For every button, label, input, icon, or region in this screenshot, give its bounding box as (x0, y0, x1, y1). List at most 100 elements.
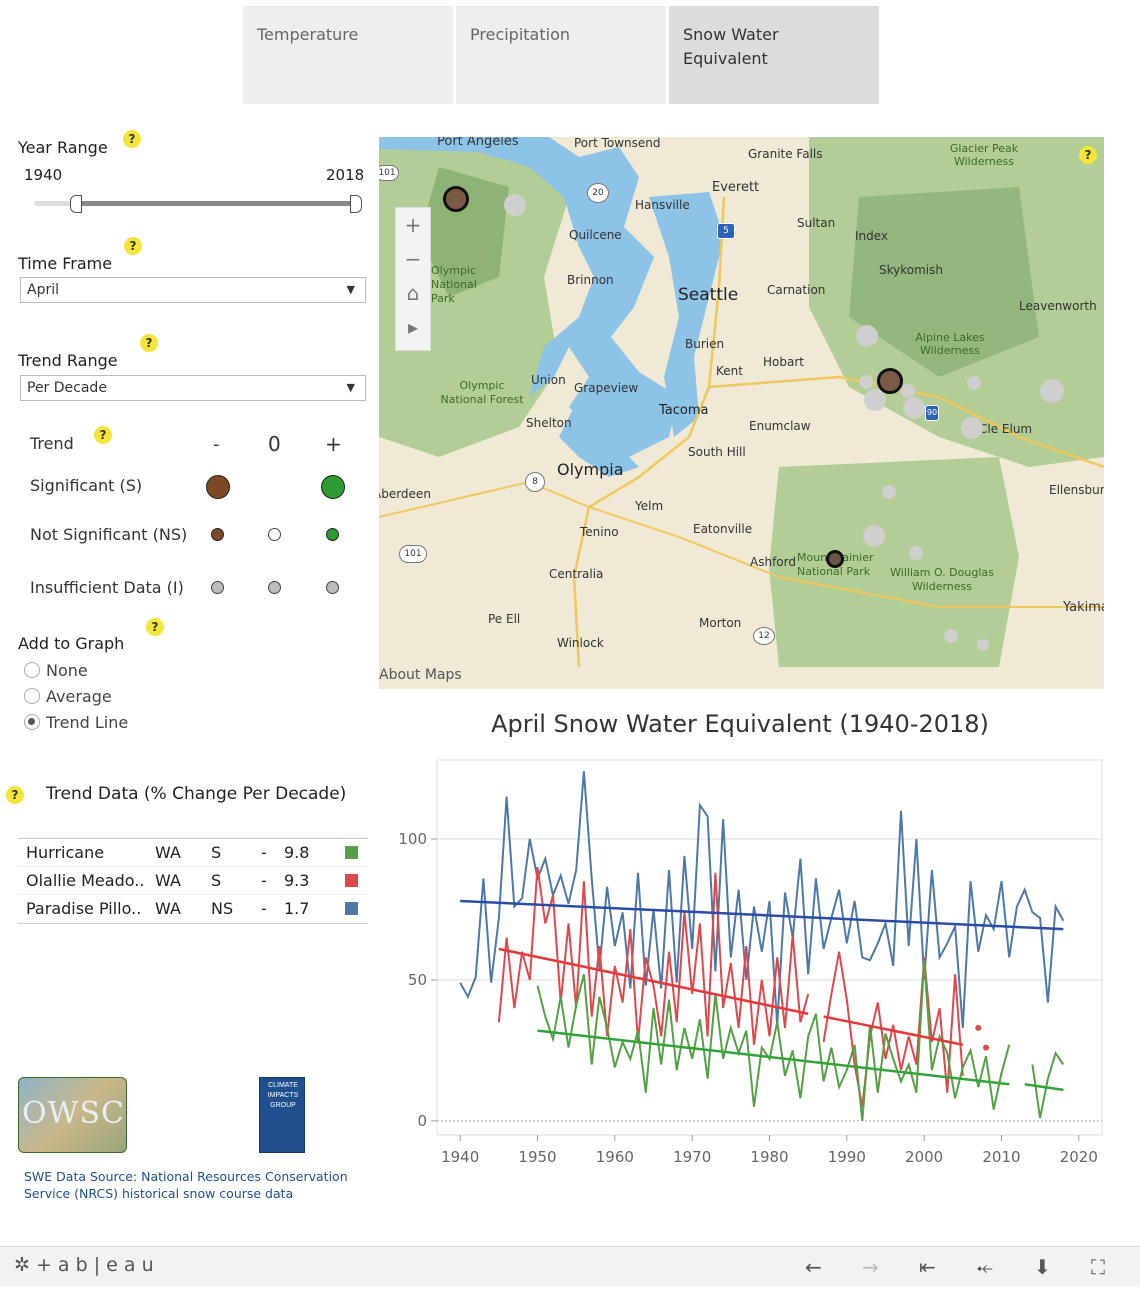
map-label: Port Townsend (574, 137, 661, 150)
x-tick-label: 1980 (750, 1148, 788, 1166)
radio-button[interactable] (24, 714, 40, 730)
station-marker-insufficient[interactable] (859, 375, 873, 389)
redo-button[interactable]: → (862, 1255, 879, 1279)
highway-shield: 5 (717, 223, 735, 239)
x-tick-label: 1940 (441, 1148, 479, 1166)
radio-button[interactable] (24, 662, 40, 678)
home-icon[interactable]: ⌂ (406, 281, 420, 305)
swe-chart[interactable]: 0 50 100 1940 1950 1960 1970 1980 1990 2000 2010 20… (390, 755, 1110, 1175)
revert-button[interactable]: ⇤ (919, 1255, 936, 1279)
radio-button[interactable] (24, 688, 40, 704)
trend-header-negative: - (213, 434, 220, 455)
legend-dot-significant-negative (206, 475, 230, 499)
tab-temperature[interactable]: Temperature (243, 6, 453, 104)
download-icon[interactable]: ⬇ (1034, 1255, 1051, 1279)
x-tick-label: 1970 (673, 1148, 711, 1166)
station-marker-insufficient[interactable] (977, 639, 989, 651)
cig-logo[interactable]: CLIMATE IMPACTS GROUP (259, 1077, 305, 1153)
station-marker-insufficient[interactable] (863, 525, 885, 547)
station-marker-insufficient[interactable] (1040, 379, 1064, 403)
station-marker-significant[interactable] (877, 368, 903, 394)
play-icon[interactable]: ▸ (407, 315, 419, 339)
map-label: Centralia (549, 567, 604, 581)
tableau-logo-text: + a b | e a u (35, 1254, 154, 1276)
zoom-out-button[interactable]: − (404, 247, 422, 271)
station-marker-insufficient[interactable] (882, 485, 896, 499)
y-tick-label: 100 (398, 830, 427, 848)
station-marker-insufficient[interactable] (504, 194, 526, 216)
chart-title: April Snow Water Equivalent (1940-2018) (491, 710, 989, 738)
map[interactable]: Port Angeles Port Townsend Granite Falls… (379, 137, 1104, 689)
radio-none[interactable]: None (24, 661, 88, 680)
about-maps-link[interactable]: About Maps (379, 667, 462, 683)
tableau-logo[interactable]: ✲ + a b | e a u (14, 1254, 154, 1276)
station-marker-significant[interactable] (443, 186, 469, 212)
radio-average[interactable]: Average (24, 687, 112, 706)
station-marker-insufficient[interactable] (903, 397, 925, 419)
fullscreen-icon[interactable]: ⛶ (1091, 1255, 1105, 1279)
trend-range-label: Trend Range (18, 351, 118, 370)
station-marker-insufficient[interactable] (901, 384, 915, 398)
time-frame-dropdown[interactable]: April ▼ (20, 277, 366, 303)
station-marker-insufficient[interactable] (856, 325, 878, 347)
station-state: WA (155, 843, 181, 862)
help-icon[interactable]: ? (124, 237, 142, 255)
add-to-graph-label: Add to Graph (18, 634, 125, 653)
year-range-start-handle[interactable] (70, 195, 82, 213)
year-range-min: 1940 (24, 166, 63, 184)
help-icon[interactable]: ? (1079, 146, 1097, 164)
legend-dot-ns-zero (268, 528, 281, 541)
help-icon[interactable]: ? (94, 426, 112, 444)
map-label: South Hill (688, 445, 746, 459)
legend-dot-ns-negative (211, 528, 224, 541)
help-icon[interactable]: ? (123, 130, 141, 148)
tab-precipitation[interactable]: Precipitation (456, 6, 666, 104)
zoom-in-button[interactable]: + (404, 213, 422, 237)
undo-button[interactable]: ← (805, 1255, 822, 1279)
trend-line (823, 1015, 964, 1046)
series-color-swatch (345, 874, 358, 887)
time-frame-label: Time Frame (18, 254, 113, 273)
station-state: WA (155, 899, 181, 918)
series-line (822, 951, 964, 1107)
station-marker-insufficient[interactable] (944, 629, 958, 643)
trend-line (537, 1029, 1010, 1086)
table-row[interactable]: Hurricane WA S - 9.8 (18, 839, 368, 867)
help-icon[interactable]: ? (140, 334, 158, 352)
help-icon[interactable]: ? (146, 618, 164, 636)
map-label: Winlock (557, 636, 604, 650)
highway-shield: 101 (379, 165, 399, 181)
station-significance: S (211, 843, 222, 862)
map-label: Shelton (526, 416, 572, 430)
table-row[interactable]: Paradise Pillo.. WA NS - 1.7 (18, 895, 368, 923)
share-icon[interactable]: ⤝ (977, 1255, 993, 1279)
station-marker-insufficient[interactable] (864, 389, 886, 411)
owsc-logo[interactable]: OWSC (18, 1077, 127, 1153)
tab-snow-water-equivalent[interactable]: Snow Water Equivalent (669, 6, 879, 104)
trend-range-dropdown[interactable]: Per Decade ▼ (20, 375, 366, 401)
map-label: Glacier Peak Wilderness (949, 142, 1019, 168)
x-tick-label: 1960 (596, 1148, 634, 1166)
map-label: Enumclaw (749, 419, 811, 433)
help-icon[interactable]: ? (6, 786, 24, 804)
legend-dot-significant-positive (321, 475, 345, 499)
trend-data-title: Trend Data (% Change Per Decade) (46, 784, 347, 804)
radio-trend-line[interactable]: Trend Line (24, 713, 128, 732)
map-label: Grapeview (574, 381, 639, 395)
map-label: Index (855, 229, 889, 243)
trend-range-value: Per Decade (27, 380, 107, 396)
trend-line (460, 899, 1064, 931)
table-row[interactable]: Olallie Meado.. WA S - 9.3 (18, 867, 368, 895)
map-label: Aberdeen (379, 487, 431, 501)
map-label: William O. Douglas Wilderness (890, 566, 994, 593)
map-label: Olympic National Park (431, 264, 477, 305)
highway-shield: 8 (525, 472, 545, 492)
map-label: Granite Falls (748, 147, 823, 161)
owsc-logo-text: OWSC (22, 1096, 125, 1131)
year-range-end-handle[interactable] (350, 195, 362, 213)
station-marker-insufficient[interactable] (909, 546, 923, 560)
station-marker-not-significant[interactable] (826, 550, 844, 568)
map-canvas[interactable] (379, 137, 1104, 689)
station-marker-insufficient[interactable] (967, 376, 981, 390)
station-marker-insufficient[interactable] (961, 417, 983, 439)
